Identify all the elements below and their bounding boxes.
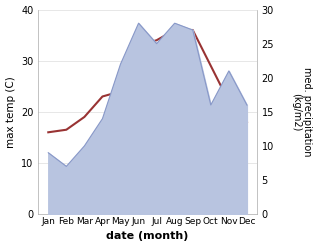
- X-axis label: date (month): date (month): [107, 231, 189, 242]
- Y-axis label: med. precipitation
(kg/m2): med. precipitation (kg/m2): [291, 67, 313, 157]
- Y-axis label: max temp (C): max temp (C): [5, 76, 16, 148]
